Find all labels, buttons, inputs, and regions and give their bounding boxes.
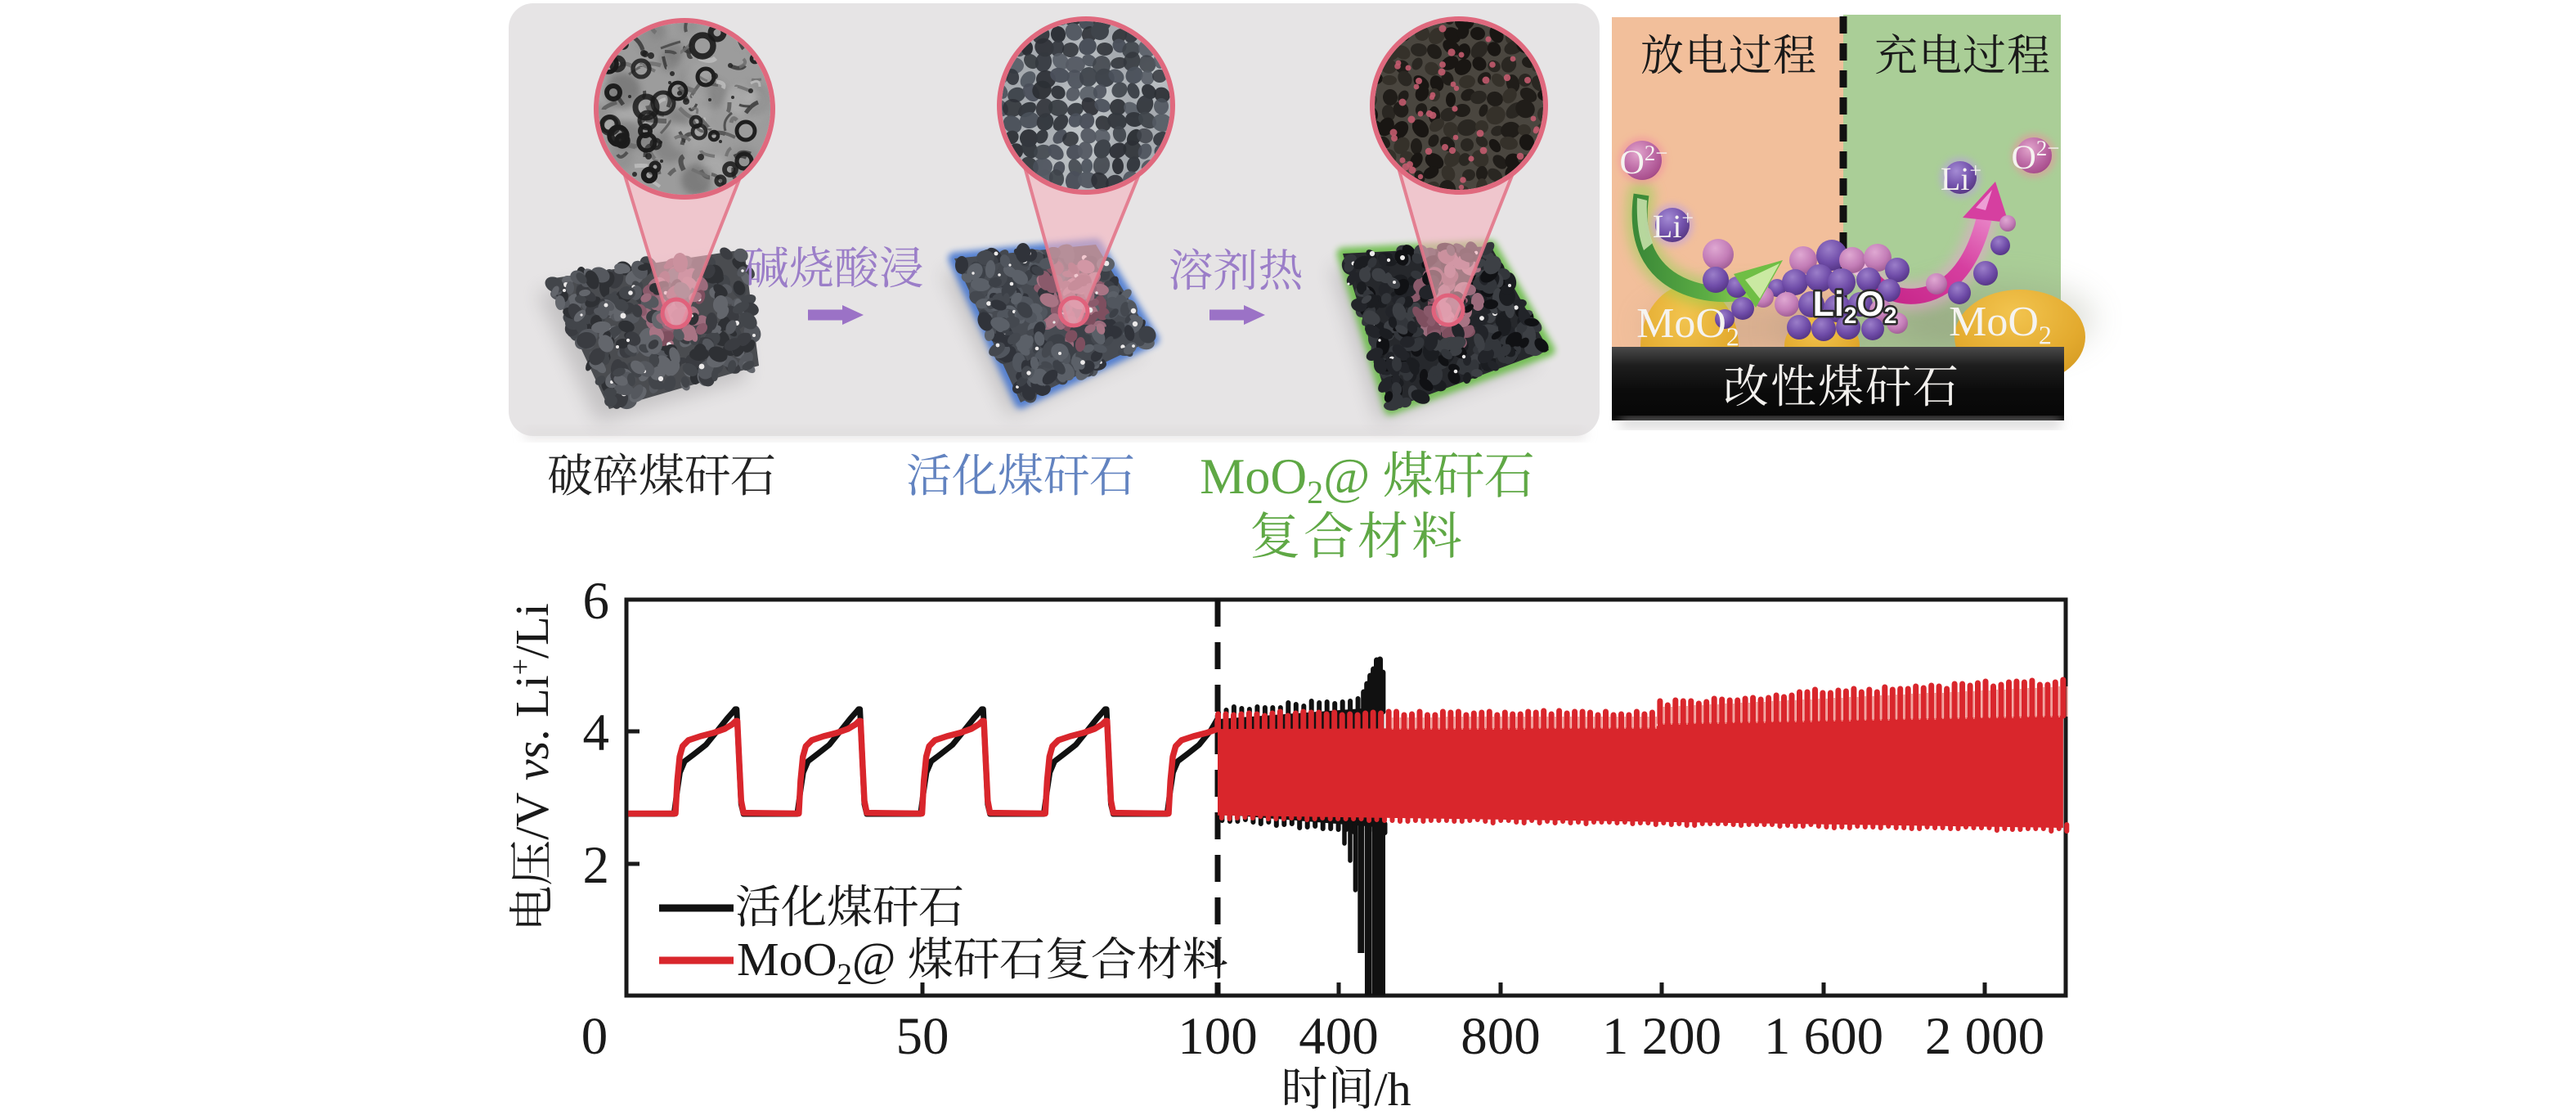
svg-text:0: 0 — [581, 1007, 608, 1066]
svg-text:2 000: 2 000 — [1925, 1007, 2044, 1066]
svg-text:800: 800 — [1461, 1007, 1541, 1066]
svg-text:50: 50 — [896, 1007, 949, 1066]
svg-text:4: 4 — [583, 704, 610, 762]
svg-text:2: 2 — [583, 836, 610, 895]
svg-text:400: 400 — [1299, 1007, 1379, 1066]
svg-text:100: 100 — [1178, 1007, 1258, 1066]
svg-text:1 600: 1 600 — [1764, 1007, 1883, 1066]
svg-text:6: 6 — [583, 572, 610, 631]
svg-text:1 200: 1 200 — [1602, 1007, 1721, 1066]
